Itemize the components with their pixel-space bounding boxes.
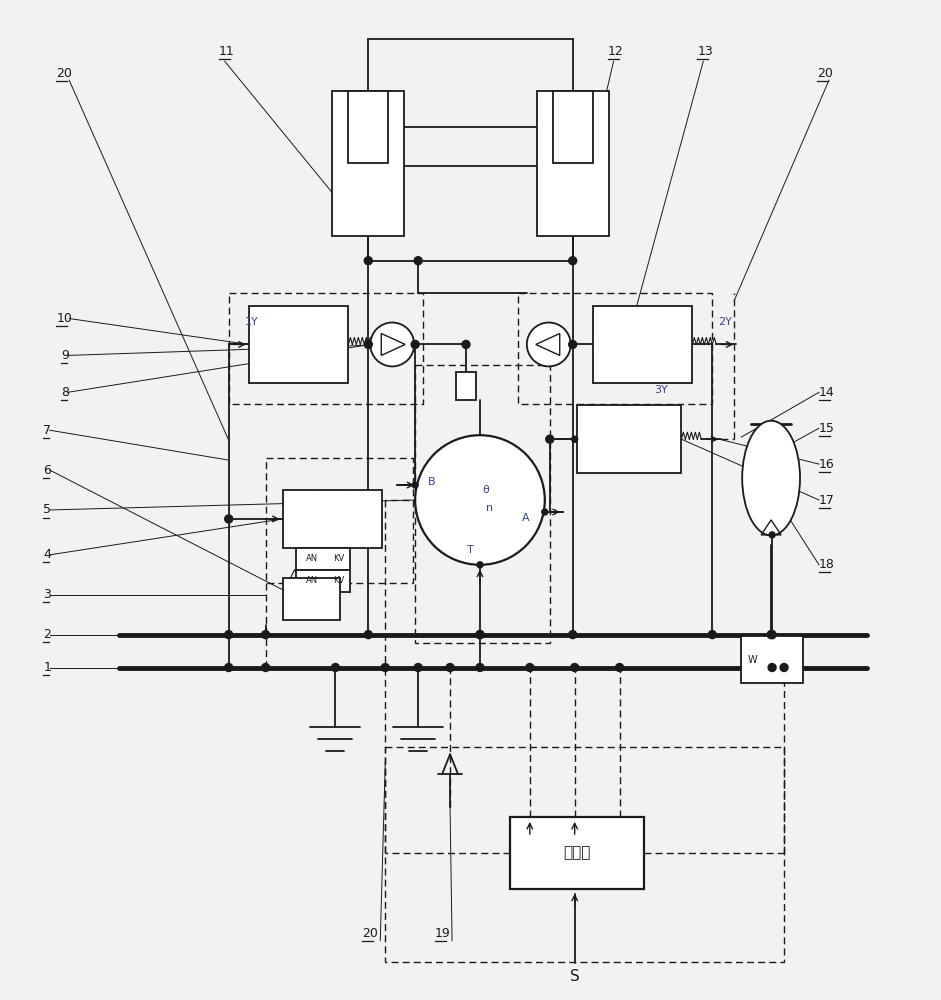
Text: S: S [570,969,580,984]
Circle shape [415,435,545,565]
Text: 2: 2 [43,628,51,641]
Circle shape [225,515,232,523]
Circle shape [446,664,455,671]
Circle shape [414,257,423,265]
Text: 3Y: 3Y [655,385,668,395]
Circle shape [476,631,484,639]
Bar [742,636,803,683]
Text: 14: 14 [819,386,835,399]
Circle shape [225,631,232,639]
Circle shape [411,340,419,348]
Text: T: T [467,545,473,555]
Text: B: B [428,477,436,487]
Text: 13: 13 [697,45,713,58]
Text: 20: 20 [817,67,833,80]
Circle shape [769,532,775,538]
Circle shape [412,482,418,488]
Text: 15: 15 [819,422,835,435]
Circle shape [527,323,570,366]
Circle shape [476,631,484,639]
Circle shape [381,664,390,671]
Bar [577,405,681,473]
Bar [593,306,693,383]
Text: 1: 1 [43,661,51,674]
Text: 16: 16 [819,458,835,471]
Circle shape [572,436,578,442]
Circle shape [526,664,534,671]
Bar [415,365,550,643]
Text: 17: 17 [819,493,835,506]
Circle shape [768,631,776,639]
Text: 10: 10 [56,312,72,325]
Circle shape [262,631,269,639]
Text: KV: KV [333,554,344,563]
Bar [348,91,389,163]
Text: KV: KV [333,576,344,585]
Text: 12: 12 [608,45,623,58]
Bar [536,91,609,236]
Bar [282,490,382,548]
Text: 11: 11 [218,45,234,58]
Text: 6: 6 [43,464,51,477]
Text: 9: 9 [61,349,69,362]
Bar [510,817,645,889]
Bar [385,747,784,962]
Circle shape [414,664,423,671]
Circle shape [570,664,579,671]
Circle shape [767,631,775,639]
Circle shape [546,435,553,443]
Circle shape [364,257,373,265]
Ellipse shape [742,421,800,535]
Bar [552,91,593,163]
Text: 18: 18 [819,558,835,571]
Text: 8: 8 [61,386,70,399]
Text: A: A [522,513,530,523]
Bar [295,570,350,592]
Circle shape [331,664,340,671]
Circle shape [568,631,577,639]
Circle shape [768,664,776,671]
Circle shape [364,340,373,348]
Circle shape [568,340,577,348]
Bar [518,293,712,404]
Text: 5: 5 [43,503,51,516]
Text: W: W [747,655,757,665]
Circle shape [615,664,624,671]
Text: 20: 20 [56,67,72,80]
Bar [229,293,423,404]
Text: AN: AN [307,576,319,585]
Text: 1Y: 1Y [245,317,259,327]
Circle shape [780,664,788,671]
Circle shape [262,664,269,671]
Circle shape [477,562,483,568]
Circle shape [568,257,577,265]
Bar [248,306,348,383]
Text: θ: θ [483,485,489,495]
Circle shape [476,664,484,671]
Text: AN: AN [307,554,319,563]
Text: 2Y: 2Y [718,317,732,327]
Text: 3: 3 [43,588,51,601]
Circle shape [371,323,414,366]
Bar [265,458,413,583]
Text: 控制器: 控制器 [563,845,590,860]
Text: n: n [486,503,493,513]
Bar [332,91,405,236]
Text: 7: 7 [43,424,51,437]
Text: 20: 20 [362,927,378,940]
Bar [295,548,350,570]
Bar [282,578,341,620]
Text: 19: 19 [435,927,451,940]
Bar [456,372,476,400]
Circle shape [462,340,470,348]
Circle shape [709,631,716,639]
Circle shape [364,631,373,639]
Circle shape [225,664,232,671]
Circle shape [542,509,548,515]
Text: 4: 4 [43,548,51,561]
